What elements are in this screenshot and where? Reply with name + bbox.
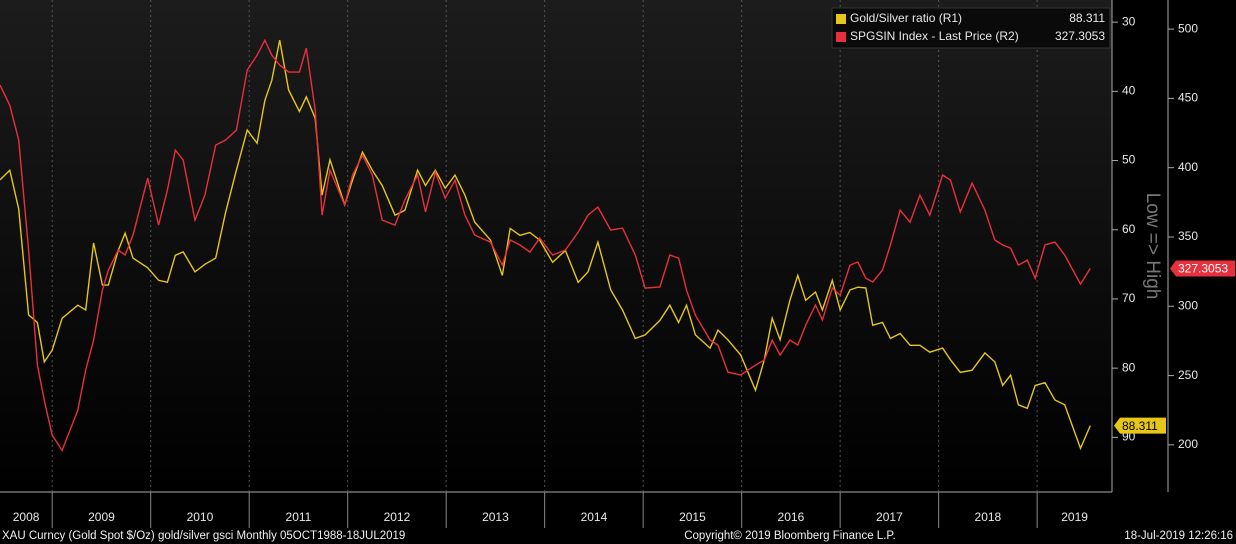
legend-label: SPGSIN Index - Last Price (R2) <box>850 29 1019 43</box>
footer-center: Copyright© 2019 Bloomberg Finance L.P. <box>684 530 896 542</box>
footer-left: XAU Curncy (Gold Spot $/Oz) gold/silver … <box>2 530 405 542</box>
series-line <box>0 39 1091 451</box>
y-tick-label: 50 <box>1122 153 1136 167</box>
legend-box <box>831 7 1111 49</box>
x-tick-label: 2019 <box>1061 510 1088 524</box>
axis-annotation: Low => High <box>1142 193 1163 300</box>
y-tick-label: 40 <box>1122 84 1136 98</box>
legend-swatch <box>836 32 846 42</box>
x-tick-label: 2008 <box>13 510 40 524</box>
y2-tick-label: 400 <box>1178 160 1198 174</box>
y2-tick-label: 250 <box>1178 368 1198 382</box>
x-tick-label: 2010 <box>187 510 214 524</box>
last-value-tag <box>1170 260 1235 277</box>
y2-tick-label: 450 <box>1178 91 1198 105</box>
last-value-label: 88.311 <box>1122 419 1158 433</box>
legend-label: Gold/Silver ratio (R1) <box>850 11 962 25</box>
footer-right: 18-Jul-2019 12:26:16 <box>1124 530 1233 542</box>
legend-value: 88.311 <box>1069 11 1105 25</box>
y-tick-label: 70 <box>1122 291 1136 305</box>
y-tick-label: 80 <box>1122 360 1136 374</box>
x-tick-label: 2014 <box>581 510 608 524</box>
y2-tick-label: 350 <box>1178 229 1198 243</box>
last-value-tag <box>1114 417 1166 434</box>
plot-area <box>0 0 1112 492</box>
y2-tick-label: 300 <box>1178 298 1198 312</box>
series-line <box>0 38 1091 452</box>
x-tick-label: 2009 <box>88 510 115 524</box>
x-tick-label: 2018 <box>975 510 1002 524</box>
y-tick-label: 60 <box>1122 222 1136 236</box>
x-tick-label: 2011 <box>286 510 312 524</box>
x-tick-label: 2012 <box>384 510 411 524</box>
x-tick-label: 2016 <box>778 510 805 524</box>
y2-tick-label: 500 <box>1178 21 1198 35</box>
legend-value: 327.3053 <box>1055 29 1105 43</box>
legend-swatch <box>836 14 846 24</box>
x-tick-label: 2013 <box>482 510 509 524</box>
x-tick-label: 2015 <box>679 510 706 524</box>
last-value-label: 327.3053 <box>1178 262 1228 276</box>
x-tick-label: 2017 <box>876 510 903 524</box>
y2-tick-label: 200 <box>1178 437 1198 451</box>
y-tick-label: 30 <box>1122 14 1136 28</box>
